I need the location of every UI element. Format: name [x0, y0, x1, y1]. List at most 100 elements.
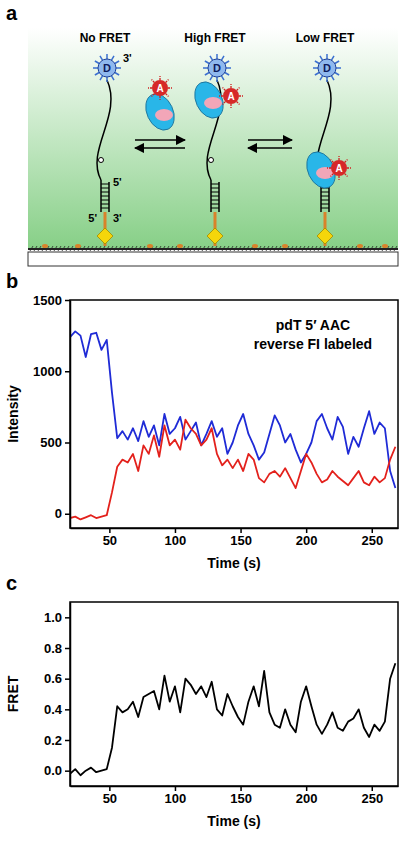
tick-label: 500	[40, 435, 62, 450]
strand-end: 3'	[123, 52, 132, 64]
tick: 0.8	[44, 641, 70, 656]
plot-data	[70, 663, 395, 775]
tick-label: 0	[55, 506, 62, 521]
y-axis: 0.0 0.2 0.4 0.6 0.8 1.0	[44, 603, 71, 787]
tick-label: 0.6	[44, 671, 62, 686]
donor: D	[93, 54, 121, 82]
y-axis-title: Intensity	[5, 385, 21, 443]
equilibrium-arrow	[248, 140, 292, 148]
tick: 50	[103, 528, 117, 548]
y-axis: 0 500 1000 1500	[33, 293, 70, 529]
tick: 50	[103, 786, 117, 806]
plot-frame	[70, 602, 398, 786]
tick-label: 100	[165, 533, 187, 548]
state-label: Low FRET	[296, 31, 355, 45]
tick: 0.0	[44, 763, 70, 778]
x-axis-title: Time (s)	[207, 813, 260, 829]
donor-label: D	[323, 62, 331, 74]
tick: 250	[361, 528, 383, 548]
acceptor-label: A	[156, 83, 163, 94]
acceptor: A	[327, 156, 351, 180]
tick: 250	[361, 786, 383, 806]
tick: 150	[230, 528, 252, 548]
tick-label: 50	[103, 533, 117, 548]
tick-label: 250	[361, 791, 383, 806]
surface	[28, 244, 398, 251]
strand-end: 3'	[113, 212, 122, 224]
tick-label: 1000	[33, 364, 62, 379]
acceptor-label: A	[227, 91, 234, 102]
x-axis-title: Time (s)	[207, 555, 260, 571]
tick-label: 50	[103, 791, 117, 806]
x-axis: 50 100 150 200 250	[71, 528, 399, 548]
tick-label: 1500	[33, 293, 62, 308]
panel-letter: c	[6, 572, 17, 594]
protein	[140, 89, 180, 134]
acceptor: A	[148, 76, 172, 100]
donor: D	[313, 54, 341, 82]
tick-mark	[65, 709, 70, 711]
tick: 0.2	[44, 733, 70, 748]
state-label: No FRET	[80, 31, 131, 45]
protein	[189, 77, 229, 122]
tick: 500	[40, 435, 70, 450]
tick-mark	[65, 300, 70, 302]
tick-label: 250	[361, 533, 383, 548]
tick-mark	[65, 648, 70, 650]
tick-label: 1.0	[44, 610, 62, 625]
tick-label: 100	[165, 791, 187, 806]
tick: 0.6	[44, 671, 70, 686]
tick-mark	[65, 371, 70, 373]
figure-svg: a D No FRET D High FRET D Low FRET 3' 5' 5' 3' A A A 5…	[0, 0, 412, 841]
tick: 0.4	[44, 702, 70, 717]
x-axis: 50 100 150 200 250	[71, 786, 399, 806]
tick-mark	[65, 442, 70, 444]
tick: 100	[165, 528, 187, 548]
panel-letter: b	[6, 270, 18, 292]
tick-mark	[65, 514, 70, 516]
strand-end: 5'	[88, 212, 97, 224]
tick-mark	[65, 678, 70, 680]
axis-line	[71, 786, 399, 788]
tick-label: 200	[296, 791, 318, 806]
y-axis-title: FRET	[5, 675, 21, 712]
tick-label: 150	[230, 791, 252, 806]
tick-label: 0.0	[44, 763, 62, 778]
strand-end: 5'	[113, 176, 122, 188]
tick: 1.0	[44, 610, 70, 625]
axis-line	[71, 528, 399, 530]
series-line	[70, 420, 395, 520]
construct	[97, 80, 113, 246]
equilibrium-arrow	[135, 140, 185, 148]
slide	[28, 252, 398, 266]
tick: 1500	[33, 293, 70, 308]
tick: 1000	[33, 364, 70, 379]
donor-label: D	[103, 62, 111, 74]
tick: 0	[55, 506, 70, 521]
tick-label: 0.2	[44, 733, 62, 748]
tick-mark	[65, 740, 70, 742]
tick-mark	[65, 617, 70, 619]
donor: D	[203, 54, 231, 82]
background	[28, 28, 398, 250]
tick-label: 200	[296, 533, 318, 548]
tick-label: 0.4	[44, 702, 63, 717]
annotation: reverse FI labeled	[254, 336, 372, 352]
annotation: pdT 5′ AAC	[276, 317, 350, 333]
tick-label: 0.8	[44, 641, 62, 656]
plot-frame	[70, 300, 398, 528]
axis-line	[70, 301, 72, 529]
panel-letter: a	[6, 2, 18, 24]
plot-data	[70, 331, 395, 519]
tick-label: 150	[230, 533, 252, 548]
tick: 200	[296, 528, 318, 548]
state-label: High FRET	[184, 31, 246, 45]
figure: a D No FRET D High FRET D Low FRET 3' 5' 5' 3' A A A 5…	[0, 0, 412, 841]
chart-panel: 50 100 150 200 250 0.0 0.2 0.4 0.6 0.8 1.0 Time (s)…	[5, 572, 399, 829]
diagram: a D No FRET D High FRET D Low FRET 3' 5' 5' 3' A A A	[6, 2, 398, 266]
tick: 150	[230, 786, 252, 806]
axis-line	[70, 603, 72, 787]
chart-panel: 50 100 150 200 250 0 500 1000 1500 Time (s) Intens…	[5, 270, 399, 571]
tick: 200	[296, 786, 318, 806]
donor-label: D	[213, 62, 221, 74]
